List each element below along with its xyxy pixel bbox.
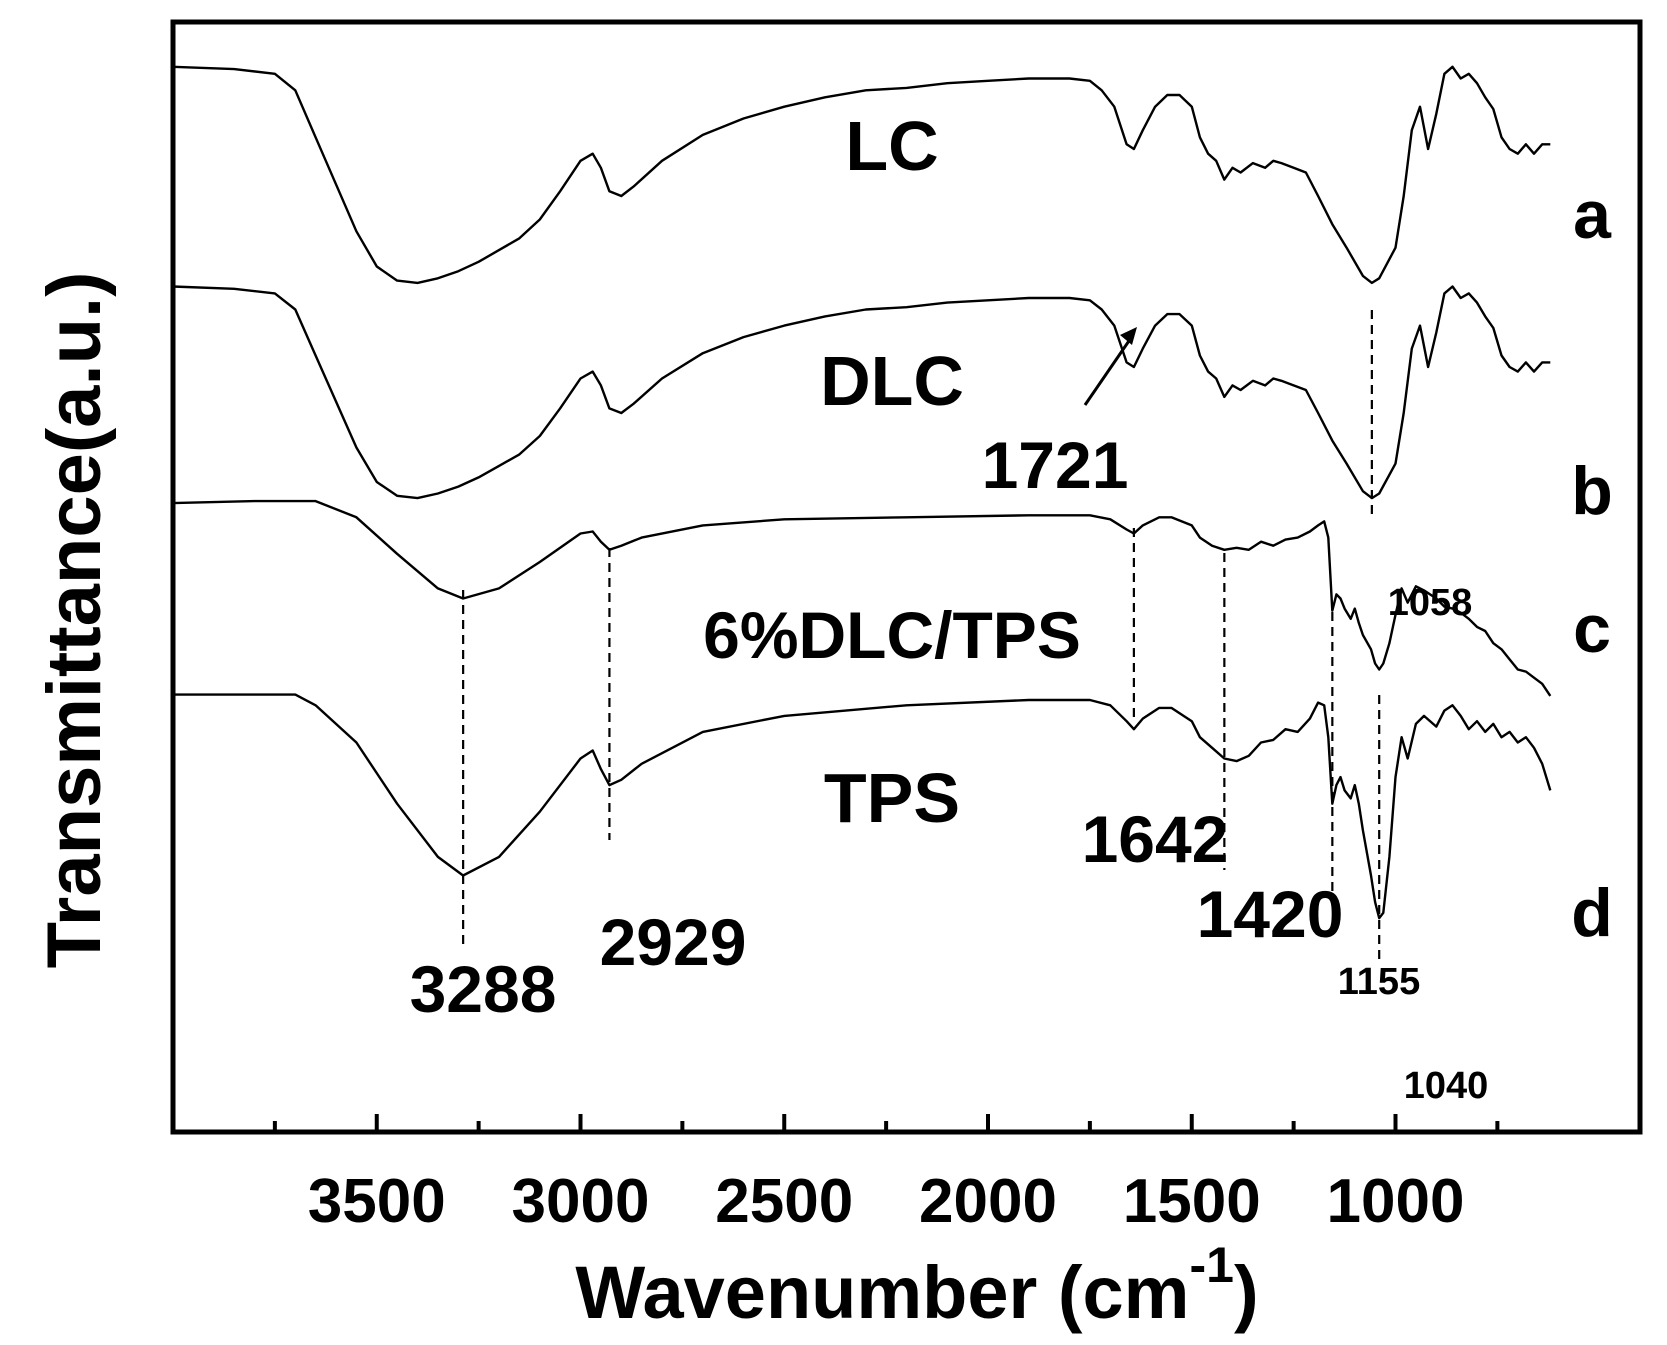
series-line-d: [173, 693, 1552, 920]
curve-letter-a: a: [1573, 177, 1612, 253]
series-label-lc: LC: [845, 107, 938, 185]
peak-label-3288: 3288: [410, 952, 557, 1026]
y-axis-title: Transmittance(a.u.): [32, 272, 117, 969]
series-line-b: [172, 285, 1551, 500]
x-axis-title: Wavenumber (cm-1): [575, 1237, 1258, 1334]
peak-label-1721: 1721: [982, 428, 1129, 502]
peak-droplines: [462, 310, 1381, 960]
x-tick-label: 1000: [1327, 1167, 1465, 1236]
peak-label-1040: 1040: [1404, 1065, 1489, 1107]
x-tick-label: 2500: [715, 1167, 853, 1236]
plot-frame: [170, 19, 1643, 1135]
x-axis-title-close: ): [1234, 1251, 1259, 1334]
series-label-dlc: DLC: [820, 342, 964, 420]
peak-label-1058: 1058: [1388, 582, 1473, 624]
x-tick-label: 3000: [512, 1167, 650, 1236]
curve-letter-c: c: [1573, 591, 1611, 667]
x-tick-label: 3500: [308, 1167, 446, 1236]
peak-arrow-1721: [1083, 334, 1135, 406]
curve-letter-d: d: [1571, 875, 1613, 951]
peak-label-1642: 1642: [1082, 802, 1229, 876]
series-line-a: [172, 65, 1551, 285]
series-label-tps: TPS: [824, 759, 960, 837]
peak-label-1155: 1155: [1338, 961, 1420, 1003]
x-axis-title-superscript: -1: [1189, 1237, 1233, 1293]
x-axis-ticks: 3500 3000 2500 2000 1500 1000: [272, 1114, 1500, 1236]
peak-arrow-head-1721: [1120, 327, 1137, 345]
series-label-6pct-dlc-tps: 6%DLC/TPS: [703, 598, 1081, 672]
peak-label-2929: 2929: [600, 905, 747, 979]
x-axis-title-main: Wavenumber (cm: [575, 1251, 1189, 1334]
x-tick-label: 1500: [1123, 1167, 1261, 1236]
peak-label-1420: 1420: [1197, 877, 1344, 951]
curve-letter-b: b: [1571, 453, 1613, 529]
x-tick-label: 2000: [919, 1167, 1057, 1236]
